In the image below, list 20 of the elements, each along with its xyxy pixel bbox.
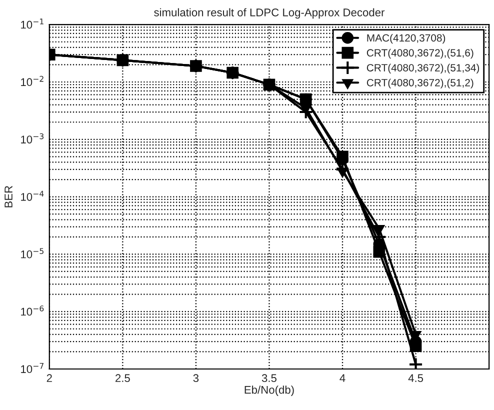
y-tick-label: 10$^{−1}$	[21, 18, 44, 29]
y-tick-label: 10$^{−7}$	[21, 363, 44, 374]
legend-label: CRT(4080,3672),(51,34)	[366, 64, 480, 74]
legend-label: CRT(4080,3672),(51,2)	[366, 78, 474, 88]
x-tick-label: 3.5	[262, 374, 276, 382]
y-tick-label: 10$^{−2}$	[21, 76, 44, 86]
y-tick-label: 10$^{−4}$	[21, 190, 44, 201]
x-tick-label: 4	[340, 374, 346, 382]
y-axis-title: BER	[4, 186, 12, 208]
legend-label: MAC(4120,3708)	[367, 34, 446, 44]
y-tick-label: 10$^{−3}$	[21, 133, 44, 144]
y-tick-label: 10$^{−6}$	[21, 306, 44, 316]
y-tick-label: 10$^{−5}$	[21, 248, 44, 258]
chart-title: simulation result of LDPC Log-Approx Decoder	[154, 8, 385, 19]
x-axis-title: Eb/No(db)	[244, 386, 294, 396]
legend-label: CRT(4080,3672),(51,6)	[366, 48, 474, 59]
x-tick-label: 3	[193, 374, 199, 382]
x-tick-label: 4.5	[408, 374, 424, 382]
x-tick-label: 2	[46, 374, 52, 382]
x-tick-label: 2.5	[116, 374, 130, 382]
